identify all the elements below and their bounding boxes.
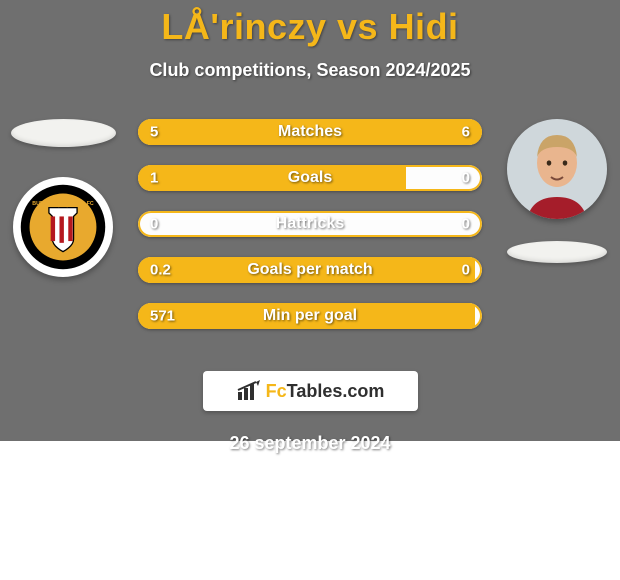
right-player-oval xyxy=(507,241,607,263)
bar-left-value: 5 xyxy=(150,124,158,141)
bar-center-label: Goals xyxy=(288,169,332,187)
page-subtitle: Club competitions, Season 2024/2025 xyxy=(0,60,620,81)
left-player-oval xyxy=(11,119,116,147)
date-text: 26 september 2024 xyxy=(0,433,620,454)
stats-area: BUDAPEST HONVÉD FC 5 Matches 6 1 Goals 0 0 Hatt… xyxy=(0,119,620,349)
right-player-portrait xyxy=(507,119,607,219)
bar-center-label: Matches xyxy=(278,123,342,141)
bar-left-value: 0.2 xyxy=(150,262,171,279)
bar-left-fill xyxy=(138,165,406,191)
stat-bar-hattricks: 0 Hattricks 0 xyxy=(138,211,482,237)
bar-left-value: 0 xyxy=(150,216,158,233)
left-player-column: BUDAPEST HONVÉD FC xyxy=(8,119,118,277)
logo-text-rest: Tables.com xyxy=(287,381,385,401)
bar-center-label: Min per goal xyxy=(263,307,357,325)
left-player-badge: BUDAPEST HONVÉD FC xyxy=(13,177,113,277)
bar-right-value: 6 xyxy=(462,124,470,141)
stat-bar-min-per-goal: 571 Min per goal xyxy=(138,303,482,329)
right-player-column xyxy=(502,119,612,263)
logo-text: FcTables.com xyxy=(266,381,385,402)
fctables-logo: FcTables.com xyxy=(203,371,418,411)
player-portrait-icon xyxy=(507,119,607,219)
svg-text:BUDAPEST HONVÉD FC: BUDAPEST HONVÉD FC xyxy=(32,199,94,207)
honved-crest-icon: BUDAPEST HONVÉD FC xyxy=(19,183,107,271)
stat-bar-goals: 1 Goals 0 xyxy=(138,165,482,191)
bar-right-value: 0 xyxy=(462,262,470,279)
bar-right-value: 0 xyxy=(462,170,470,187)
stat-bar-goals-per-match: 0.2 Goals per match 0 xyxy=(138,257,482,283)
stat-bars: 5 Matches 6 1 Goals 0 0 Hattricks 0 0.2 Goals per … xyxy=(138,119,482,329)
bar-right-value: 0 xyxy=(462,216,470,233)
content-panel: LÅ'rinczy vs Hidi Club competitions, Sea… xyxy=(0,0,620,580)
bar-center-label: Goals per match xyxy=(247,261,372,279)
bar-left-fill xyxy=(138,119,286,145)
bar-left-value: 571 xyxy=(150,308,175,325)
page-title: LÅ'rinczy vs Hidi xyxy=(0,6,620,48)
bar-center-label: Hattricks xyxy=(276,215,344,233)
bar-chart-icon xyxy=(236,380,262,402)
bar-left-value: 1 xyxy=(150,170,158,187)
logo-text-prefix: Fc xyxy=(266,381,287,401)
stat-bar-matches: 5 Matches 6 xyxy=(138,119,482,145)
